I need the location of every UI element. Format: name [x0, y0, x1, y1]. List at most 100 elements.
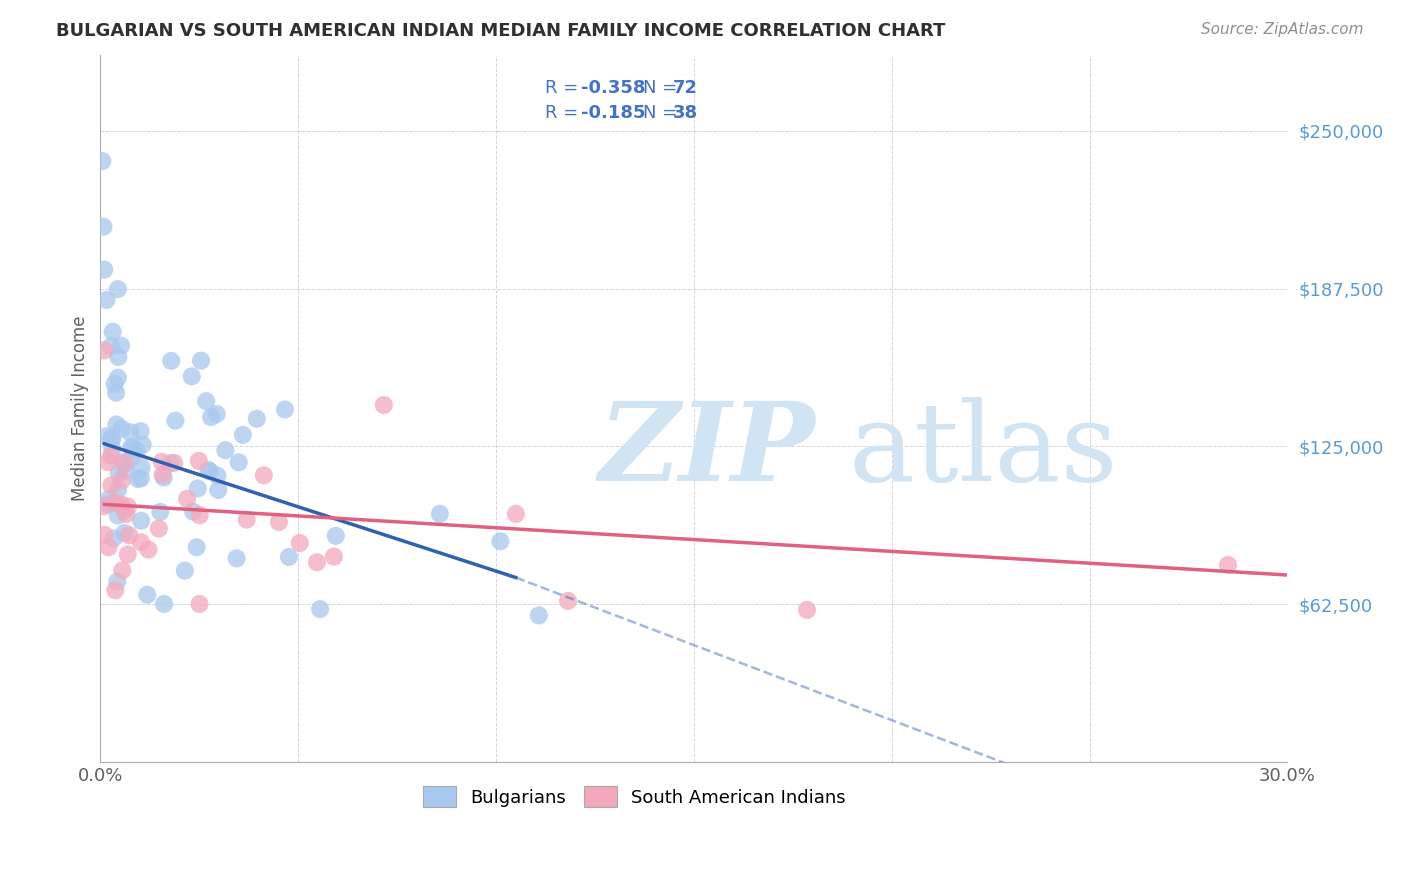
Point [190, 353, 212, 368]
Point [91, 154, 114, 169]
Point [325, 529, 347, 543]
Point [104, 496, 127, 510]
Text: 72: 72 [672, 79, 697, 97]
Point [93, 343, 115, 358]
Point [107, 350, 129, 364]
Point [429, 507, 451, 521]
Point [107, 508, 129, 523]
Point [107, 370, 129, 384]
Point [103, 376, 125, 391]
Point [114, 456, 136, 470]
Point [136, 588, 159, 602]
Point [114, 464, 136, 478]
Point [107, 483, 129, 497]
Text: Source: ZipAtlas.com: Source: ZipAtlas.com [1201, 22, 1364, 37]
Point [186, 541, 208, 555]
Point [205, 407, 228, 421]
Point [96, 293, 118, 307]
Point [149, 505, 172, 519]
Point [305, 555, 328, 569]
Point [796, 603, 818, 617]
Point [129, 424, 152, 438]
Point [110, 498, 132, 512]
Point [107, 466, 129, 480]
Point [188, 597, 211, 611]
Point [100, 431, 122, 445]
Point [115, 507, 138, 521]
Text: -0.358: -0.358 [581, 79, 645, 97]
Point [100, 449, 122, 463]
Point [120, 440, 142, 454]
Point [120, 425, 142, 440]
Point [246, 411, 269, 425]
Point [288, 536, 311, 550]
Text: atlas: atlas [848, 397, 1118, 504]
Point [96, 429, 118, 443]
Point [214, 443, 236, 458]
Point [93, 262, 115, 277]
Point [207, 468, 229, 483]
Point [105, 385, 128, 400]
Point [129, 514, 152, 528]
Point [322, 549, 344, 564]
Text: R =: R = [546, 79, 585, 97]
Point [232, 427, 254, 442]
Y-axis label: Median Family Income: Median Family Income [72, 316, 89, 501]
Point [105, 417, 128, 432]
Point [97, 455, 120, 469]
Text: N =: N = [643, 79, 683, 97]
Point [104, 583, 127, 598]
Point [93, 499, 115, 513]
Point [129, 471, 152, 485]
Point [127, 472, 149, 486]
Point [200, 410, 222, 425]
Point [107, 282, 129, 296]
Point [557, 594, 579, 608]
Point [277, 549, 299, 564]
Point [188, 508, 211, 523]
Point [160, 354, 183, 368]
Point [110, 338, 132, 352]
Point [187, 454, 209, 468]
Point [97, 497, 120, 511]
Point [129, 535, 152, 549]
Point [112, 525, 135, 540]
Point [373, 398, 395, 412]
Point [117, 548, 139, 562]
Point [132, 438, 155, 452]
Point [101, 325, 124, 339]
Point [225, 551, 247, 566]
Point [148, 522, 170, 536]
Point [111, 455, 134, 469]
Point [138, 542, 160, 557]
Point [131, 460, 153, 475]
Text: BULGARIAN VS SOUTH AMERICAN INDIAN MEDIAN FAMILY INCOME CORRELATION CHART: BULGARIAN VS SOUTH AMERICAN INDIAN MEDIA… [56, 22, 946, 40]
Text: ZIP: ZIP [599, 397, 815, 505]
Point [93, 528, 115, 542]
Point [195, 394, 218, 409]
Point [101, 432, 124, 446]
Point [121, 442, 143, 456]
Point [100, 339, 122, 353]
Text: -0.185: -0.185 [581, 104, 645, 122]
Point [187, 482, 209, 496]
Point [505, 507, 527, 521]
Text: N =: N = [643, 104, 683, 122]
Point [111, 473, 134, 487]
Point [176, 491, 198, 506]
Point [100, 478, 122, 492]
Point [93, 219, 115, 234]
Point [198, 464, 221, 478]
Point [111, 422, 134, 436]
Point [121, 450, 143, 465]
Point [153, 597, 176, 611]
Point [111, 563, 134, 577]
Point [152, 470, 174, 484]
Point [197, 463, 219, 477]
Point [228, 455, 250, 469]
Point [159, 456, 181, 470]
Text: R =: R = [546, 104, 585, 122]
Point [152, 467, 174, 482]
Point [207, 483, 229, 497]
Point [1216, 558, 1239, 572]
